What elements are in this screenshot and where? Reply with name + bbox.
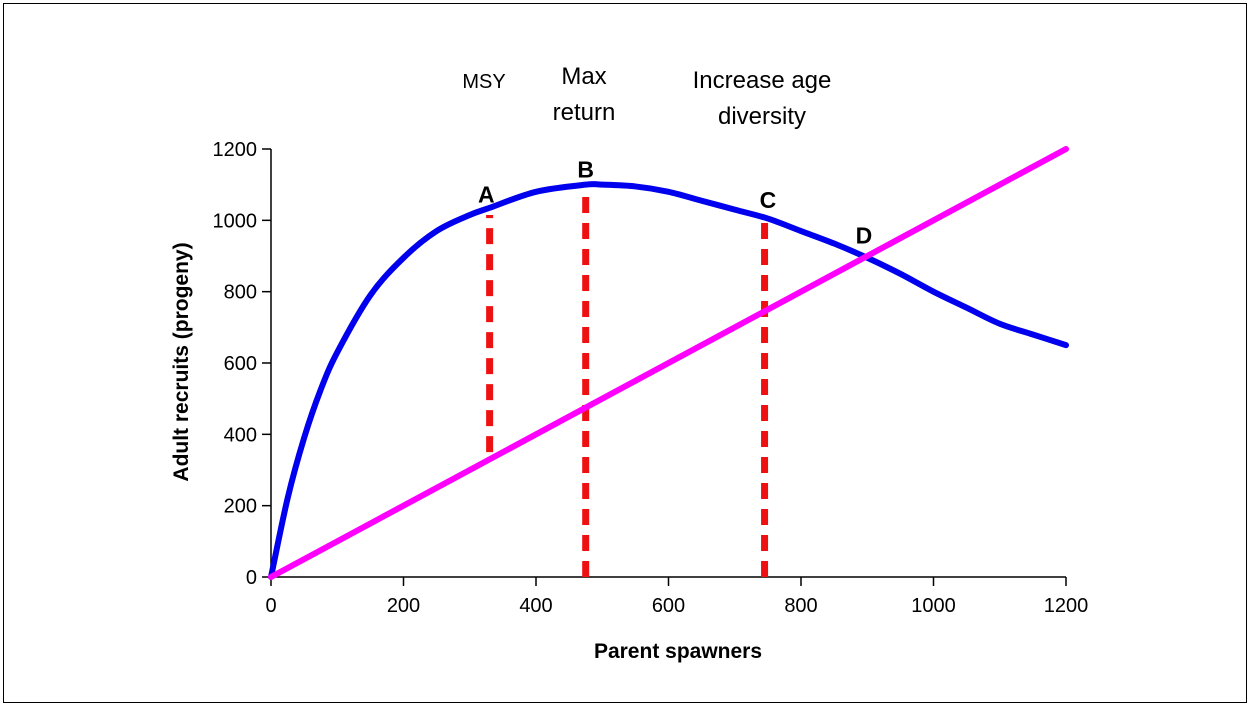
point-label-a: A [478,182,495,208]
recruitment-curve [268,181,1069,580]
y-tick-label: 600 [224,353,257,375]
x-tick-label: 200 [387,595,420,617]
x-tick-label: 600 [652,595,685,617]
y-tick-label: 200 [224,496,257,518]
replacement-line [268,146,1069,580]
axes: 0 200 400 600 800 1000 1200 0 200 400 600 800 1000 12… [213,139,1089,617]
annotation-age-diversity-line2: diversity [718,103,806,130]
point-label-b: B [577,157,594,183]
y-axis-title: Adult recruits (progeny) [170,242,193,481]
y-tick-label: 0 [246,567,257,589]
x-tick-label: 1200 [1044,595,1089,617]
reference-lines [486,184,769,577]
x-axis-title: Parent spawners [594,640,762,663]
point-label-c: C [760,187,777,213]
point-labels: A B C D [478,157,872,249]
x-tick-label: 0 [265,595,276,617]
annotation-msy: MSY [462,71,505,93]
y-tick-label: 400 [224,424,257,446]
x-tick-label: 800 [784,595,817,617]
x-tick-label: 400 [519,595,552,617]
point-label-d: D [856,223,873,249]
annotation-max-return-line1: Max [561,63,606,90]
y-tick-label: 1200 [213,139,258,161]
x-tick-label: 1000 [911,595,956,617]
series-group [268,146,1069,580]
annotation-max-return-line2: return [553,99,616,126]
annotation-age-diversity-line1: Increase age [693,67,832,94]
y-tick-label: 800 [224,282,257,304]
y-tick-label: 1000 [213,210,258,232]
